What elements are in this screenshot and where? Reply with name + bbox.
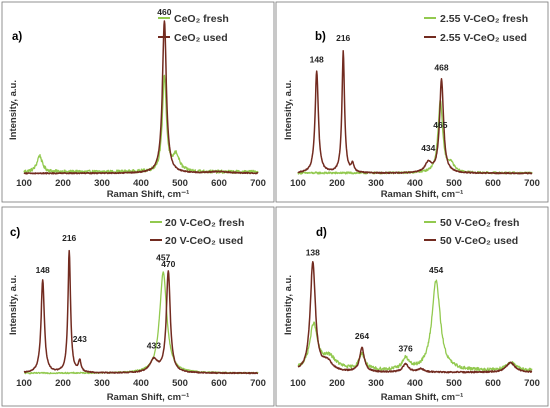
panel-a-legend-label-used: CeO₂ used [174, 32, 228, 44]
panel-b-x-tick-label: 300 [368, 178, 384, 189]
panel-b: b) Intensity, a.u. Raman Shift, cm⁻¹ 100… [275, 1, 549, 203]
panel-c: c) Intensity, a.u. Raman Shift, cm⁻¹ 100… [1, 206, 275, 407]
panel-a-plot: 460 [23, 7, 259, 175]
panel-c-x-tick-label: 300 [94, 378, 110, 389]
panel-c-series-fresh-line [23, 271, 259, 375]
panel-c-x-tick-label: 700 [250, 378, 266, 389]
panel-d-series-fresh-line [297, 279, 533, 372]
panel-a-label: a) [12, 31, 22, 43]
panel-d-peak-label-376: 376 [399, 344, 413, 354]
panel-a-x-tick-label: 400 [133, 178, 149, 189]
panel-d-x-tick-labels: 100 200 300 400 500 600 700 [290, 378, 540, 389]
panel-d-peak-label-454: 454 [429, 265, 443, 275]
panel-c-series-used-line [23, 249, 259, 375]
panel-d-plot: 138 264 376 454 [297, 248, 533, 374]
panel-b-x-tick-label: 200 [329, 178, 345, 189]
panel-a-x-tick-label: 300 [94, 178, 110, 189]
panel-d-x-tick-label: 200 [329, 378, 345, 389]
panel-d-series-used-line [297, 261, 533, 374]
panel-b-peak-label-216: 216 [336, 33, 350, 43]
panel-c-x-tick-label: 100 [16, 378, 32, 389]
panel-b-x-tick-label: 600 [485, 178, 501, 189]
panel-a-peak-label-460: 460 [157, 7, 171, 17]
panel-a-x-tick-label: 100 [16, 178, 32, 189]
panel-c-peak-label-216: 216 [62, 233, 76, 243]
panel-c-frame [1, 206, 275, 407]
panel-a-x-axis-title: Raman Shift, cm⁻¹ [107, 189, 190, 200]
panel-b-x-tick-labels: 100 200 300 400 500 600 700 [290, 178, 540, 189]
panel-d-x-tick-label: 500 [446, 378, 462, 389]
panel-c-legend-label-fresh: 20 V-CeO₂ fresh [165, 217, 244, 229]
panel-a-x-tick-label: 500 [172, 178, 188, 189]
panel-c-peak-label-433: 433 [147, 340, 161, 350]
panel-d: d) Intensity, a.u. Raman Shift, cm⁻¹ 100… [275, 206, 549, 407]
panel-a: a) Intensity, a.u. Raman Shift, cm⁻¹ 100… [1, 1, 275, 203]
panel-d-x-tick-label: 400 [407, 378, 423, 389]
panel-d-y-axis-title: Intensity, a.u. [283, 275, 294, 335]
panel-c-x-tick-label: 500 [172, 378, 188, 389]
panel-c-label: c) [10, 227, 20, 239]
panel-b-x-tick-label: 500 [446, 178, 462, 189]
panel-c-peak-label-470: 470 [161, 259, 175, 269]
panel-c-x-axis-title: Raman Shift, cm⁻¹ [107, 392, 190, 403]
panel-b-plot: 148 216 434 465 468 [297, 33, 533, 175]
panel-d-x-tick-label: 300 [368, 378, 384, 389]
panel-d-x-tick-label: 100 [290, 378, 306, 389]
panel-a-x-tick-labels: 100 200 300 400 500 600 700 [16, 178, 266, 189]
panel-a-x-tick-label: 700 [250, 178, 266, 189]
panel-b-x-axis-title: Raman Shift, cm⁻¹ [381, 189, 464, 200]
panel-d-x-axis-title: Raman Shift, cm⁻¹ [381, 392, 464, 403]
panel-c-peak-label-243: 243 [73, 334, 87, 344]
panel-a-y-axis-title: Intensity, a.u. [8, 80, 19, 140]
panel-d-frame [275, 206, 549, 407]
panel-c-x-tick-label: 200 [55, 378, 71, 389]
panel-b-peak-label-465: 465 [433, 120, 447, 130]
panel-a-x-tick-label: 600 [211, 178, 227, 189]
panel-c-peak-label-457: 457 [156, 252, 170, 262]
panel-a-frame [1, 1, 275, 203]
panel-d-peak-label-138: 138 [306, 248, 320, 258]
panel-b-x-tick-label: 700 [524, 178, 540, 189]
panel-a-legend: CeO₂ fresh CeO₂ used [158, 13, 229, 44]
panel-a-legend-label-fresh: CeO₂ fresh [174, 13, 229, 25]
panel-d-x-tick-label: 600 [485, 378, 501, 389]
panel-b-peak-label-468: 468 [434, 63, 448, 73]
panel-b-peak-label-148: 148 [310, 55, 324, 65]
panel-a-series-fresh-line [23, 74, 259, 175]
panel-c-peak-label-148: 148 [36, 265, 50, 275]
panel-b-x-tick-label: 100 [290, 178, 306, 189]
panel-b-legend: 2.55 V-CeO₂ fresh 2.55 V-CeO₂ used [424, 13, 528, 44]
panel-b-y-axis-title: Intensity, a.u. [283, 80, 294, 140]
panel-b-series-fresh-line [297, 99, 533, 175]
panel-c-x-tick-labels: 100 200 300 400 500 600 700 [16, 378, 266, 389]
panel-b-legend-label-fresh: 2.55 V-CeO₂ fresh [440, 13, 528, 25]
panel-d-legend-label-used: 50 V-CeO₂ used [440, 235, 518, 247]
panel-b-frame [275, 1, 549, 203]
panel-d-label: d) [316, 227, 327, 239]
panel-d-peak-label-264: 264 [355, 331, 369, 341]
panel-b-peak-label-434: 434 [421, 143, 435, 153]
panel-a-x-tick-label: 200 [55, 178, 71, 189]
panel-b-x-tick-label: 400 [407, 178, 423, 189]
panel-d-legend-label-fresh: 50 V-CeO₂ fresh [440, 217, 519, 229]
panel-b-legend-label-used: 2.55 V-CeO₂ used [440, 32, 527, 44]
panel-d-legend: 50 V-CeO₂ fresh 50 V-CeO₂ used [424, 217, 519, 247]
panel-c-x-tick-label: 400 [133, 378, 149, 389]
panel-c-legend-label-used: 20 V-CeO₂ used [165, 235, 243, 247]
panel-b-series-used-line [297, 49, 533, 175]
panel-c-legend: 20 V-CeO₂ fresh 20 V-CeO₂ used [150, 217, 244, 247]
panel-a-series-used-line [23, 20, 259, 175]
panel-c-x-tick-label: 600 [211, 378, 227, 389]
panel-b-label: b) [315, 31, 326, 43]
panel-d-x-tick-label: 700 [524, 378, 540, 389]
panel-c-y-axis-title: Intensity, a.u. [8, 275, 19, 335]
